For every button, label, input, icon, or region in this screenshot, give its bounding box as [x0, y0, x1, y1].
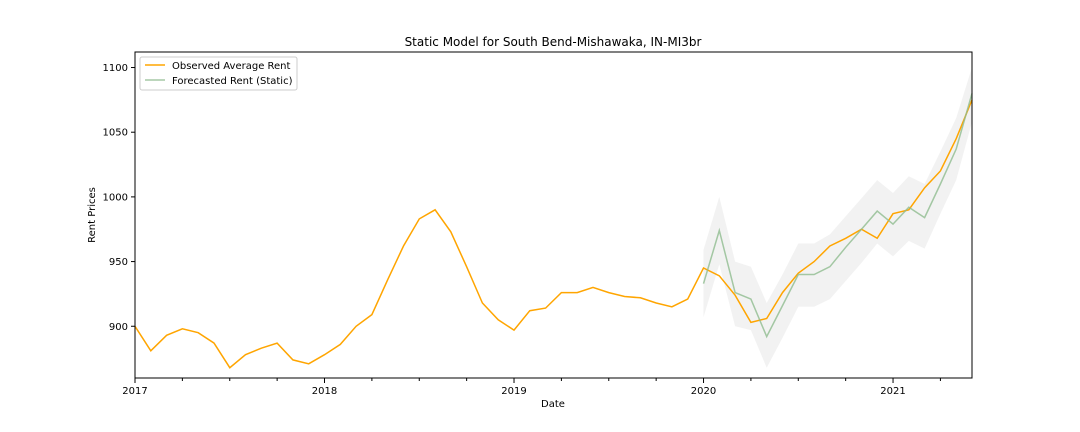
legend: Observed Average Rent Forecasted Rent (S… [139, 56, 298, 91]
x-tick-label: 2020 [691, 386, 716, 397]
x-tick-label: 2017 [122, 386, 147, 397]
series-line-layer [134, 93, 973, 369]
y-tick-label: 1100 [103, 63, 128, 74]
chart-title: Static Model for South Bend-Mishawaka, I… [405, 35, 702, 49]
y-tick-label: 1050 [103, 128, 128, 139]
x-tick-label: 2019 [501, 386, 526, 397]
y-tick-label: 1000 [103, 192, 128, 203]
plot-frame [134, 51, 973, 379]
forecast-line [702, 93, 973, 339]
confidence-band-1 [703, 67, 972, 368]
y-axis-label: Rent Prices [87, 187, 98, 243]
observed-line [134, 99, 973, 369]
x-tick-label: 2021 [880, 386, 905, 397]
x-tick-label: 2018 [312, 386, 337, 397]
legend-label-forecast: Forecasted Rent (Static) [172, 76, 293, 87]
y-tick-label: 950 [109, 257, 128, 268]
y-axis: 900 950 1000 1050 1100 [103, 63, 135, 333]
legend-label-observed: Observed Average Rent [172, 61, 291, 72]
x-axis-label: Date [541, 399, 565, 410]
y-tick-label: 900 [109, 322, 128, 333]
legend-box [139, 56, 298, 91]
confidence-band-layer [703, 67, 972, 368]
